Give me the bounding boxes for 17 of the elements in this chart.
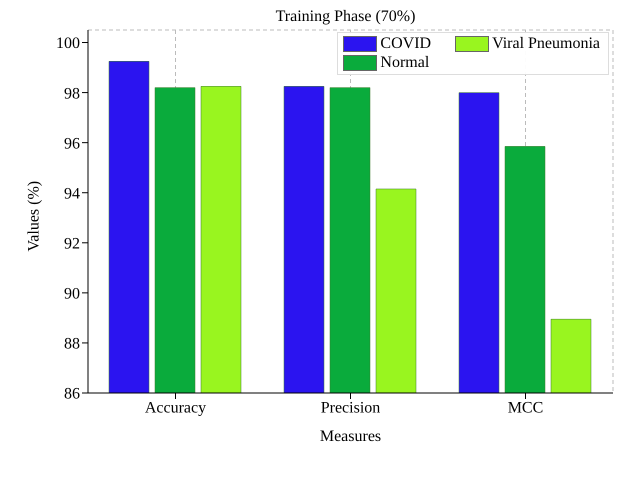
y-tick-label: 96 <box>64 135 80 152</box>
x-tick-label: Accuracy <box>144 399 206 416</box>
legend-label: COVID <box>380 34 432 53</box>
x-tick-label: MCC <box>508 399 544 416</box>
chart-title: Training Phase (70%) <box>274 8 416 26</box>
y-axis-title: Values (%) <box>26 180 43 252</box>
y-tick-label: 98 <box>64 85 80 102</box>
y-tick-label: 86 <box>64 386 80 403</box>
y-tick-label: 90 <box>64 286 80 303</box>
y-tick-label: 88 <box>64 336 80 353</box>
x-tick-label: Precision <box>320 399 380 416</box>
x-axis-title: Measures <box>320 428 382 445</box>
legend-label: Viral Pneumonia <box>492 34 600 53</box>
y-tick-label: 92 <box>64 235 80 252</box>
legend-label: Normal <box>380 53 430 72</box>
y-tick-label: 100 <box>56 35 80 52</box>
y-tick-label: 94 <box>64 185 80 202</box>
